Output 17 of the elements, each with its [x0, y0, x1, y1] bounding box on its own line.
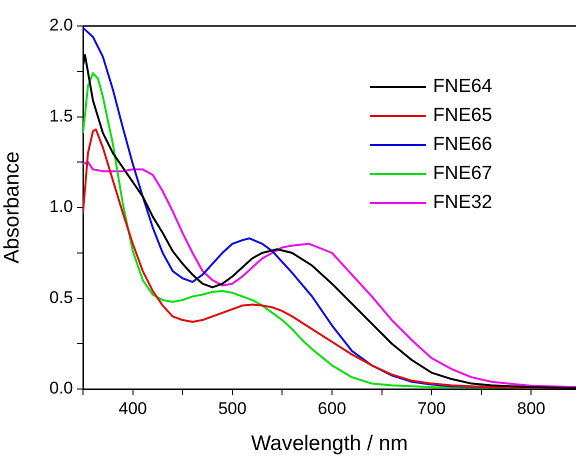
legend-label: FNE64 [433, 75, 492, 99]
legend-label: FNE66 [433, 133, 492, 157]
legend-label: FNE67 [433, 162, 492, 186]
y-tick-label: 1.5 [49, 106, 73, 126]
x-tick-label: 700 [417, 398, 446, 418]
y-axis-title: Absorbance [0, 151, 24, 264]
x-tick-label: 500 [218, 398, 247, 418]
y-tick-label: 0.0 [49, 378, 73, 398]
x-tick-label: 600 [318, 398, 346, 418]
legend-label: FNE32 [433, 191, 492, 215]
x-tick-label: 400 [118, 398, 147, 418]
y-tick-label: 0.5 [49, 288, 73, 307]
y-tick-label: 1.0 [49, 197, 73, 216]
x-axis-title: Wavelength / nm [251, 432, 408, 456]
x-tick-label: 800 [516, 398, 546, 418]
y-tick-label: 2.0 [49, 16, 73, 35]
legend-label: FNE65 [433, 104, 492, 128]
